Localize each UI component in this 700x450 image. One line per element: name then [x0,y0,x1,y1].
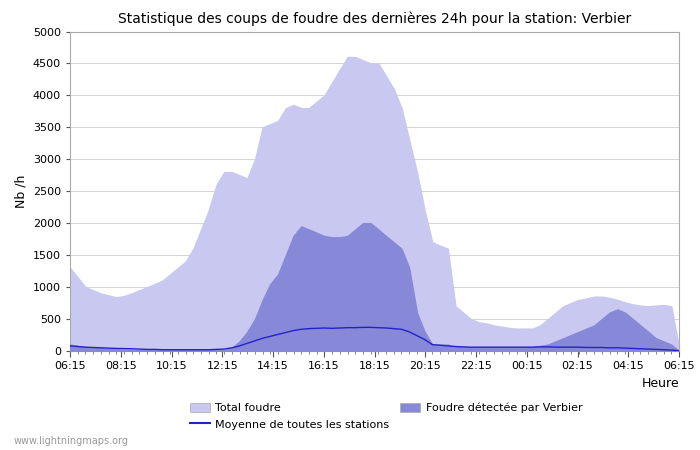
Legend: Total foudre, Moyenne de toutes les stations, Foudre détectée par Verbier: Total foudre, Moyenne de toutes les stat… [186,398,587,434]
Title: Statistique des coups de foudre des dernières 24h pour la station: Verbier: Statistique des coups de foudre des dern… [118,12,631,26]
Text: www.lightningmaps.org: www.lightningmaps.org [14,436,129,446]
Text: Heure: Heure [641,377,679,390]
Y-axis label: Nb /h: Nb /h [14,175,27,208]
